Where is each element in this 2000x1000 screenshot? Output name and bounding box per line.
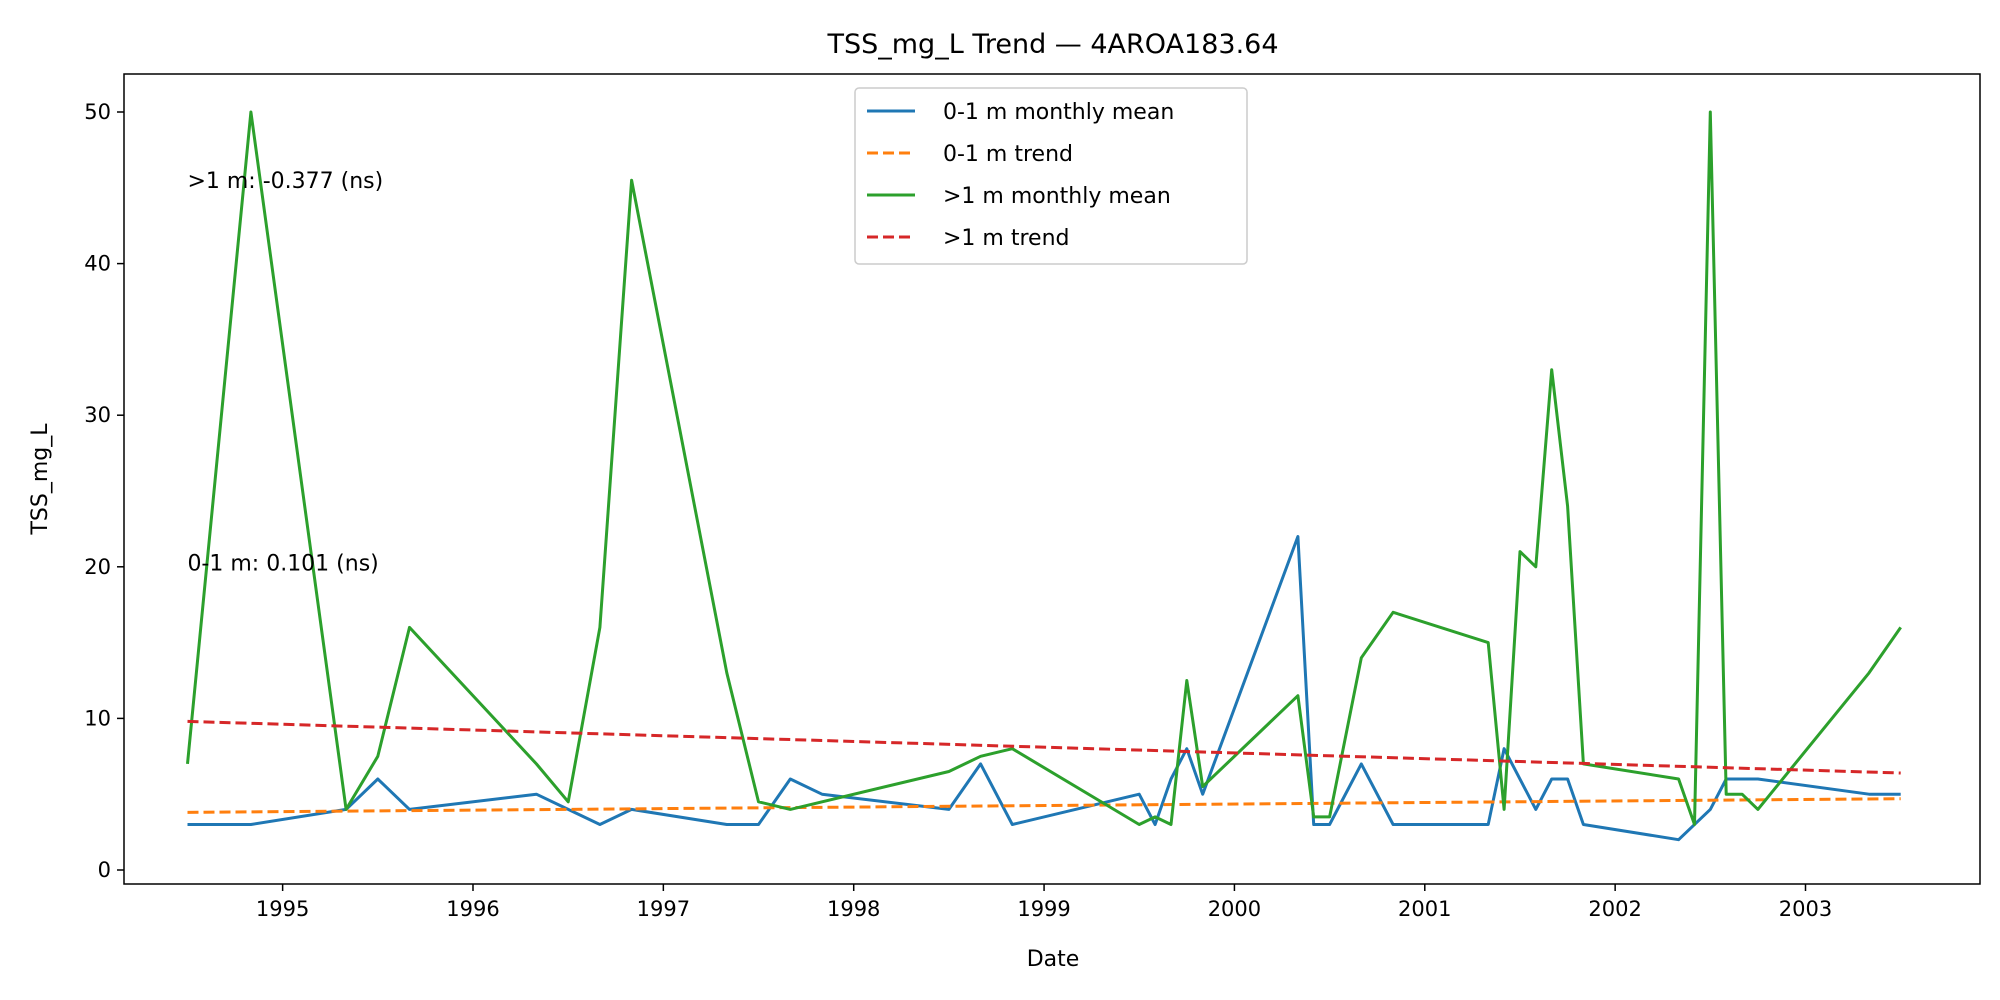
legend-label-gt1-m-trend: >1 m trend	[943, 226, 1069, 251]
legend: 0-1 m monthly mean 0-1 m trend >1 m monthl…	[854, 87, 1248, 265]
series-line-gt1-m-monthly-mean	[186, 110, 1902, 826]
x-tick-label: 2001	[1398, 897, 1451, 921]
y-axis: 0 10 20 30 40 50	[84, 100, 124, 882]
trend-annotation: 0-1 m: 0.101 (ns)	[187, 551, 378, 576]
series-line-gt1-m-trend	[187, 719, 1901, 775]
legend-label-0-1-m-trend: 0-1 m trend	[943, 142, 1073, 167]
x-axis: 1995 1996 1997 1998 1999 2000 2001 2002 2003	[256, 884, 1832, 921]
y-axis-label: TSS_mg_L	[28, 423, 53, 536]
trend-annotation: >1 m: -0.377 (ns)	[187, 169, 383, 194]
x-tick-label: 1995	[256, 897, 309, 921]
legend-label-gt1-m-monthly-mean: >1 m monthly mean	[943, 184, 1171, 209]
y-tick-label: 30	[84, 403, 111, 427]
series-line-0-1-m-trend	[187, 797, 1901, 814]
x-tick-label: 1998	[827, 897, 880, 921]
x-tick-label: 2002	[1588, 897, 1641, 921]
legend-label-0-1-m-monthly-mean: 0-1 m monthly mean	[943, 100, 1174, 125]
x-tick-label: 1996	[446, 897, 499, 921]
plot-area	[186, 110, 1902, 842]
x-tick-label: 1999	[1017, 897, 1070, 921]
x-tick-label: 2000	[1208, 897, 1261, 921]
y-tick-label: 50	[84, 100, 111, 124]
x-axis-label: Date	[1027, 947, 1080, 972]
legend-box	[854, 87, 1248, 265]
x-tick-label: 2003	[1779, 897, 1832, 921]
annotation-layer: >1 m: -0.377 (ns) 0-1 m: 0.101 (ns)	[187, 169, 383, 576]
y-tick-label: 40	[84, 252, 111, 276]
y-tick-label: 0	[98, 858, 111, 882]
series-layer	[186, 110, 1902, 842]
plot-frame	[123, 73, 1981, 885]
y-tick-label: 10	[84, 706, 111, 730]
x-tick-label: 1997	[637, 897, 690, 921]
chart-title: TSS_mg_L Trend — 4AROA183.64	[826, 29, 1278, 60]
y-tick-label: 20	[84, 555, 111, 579]
